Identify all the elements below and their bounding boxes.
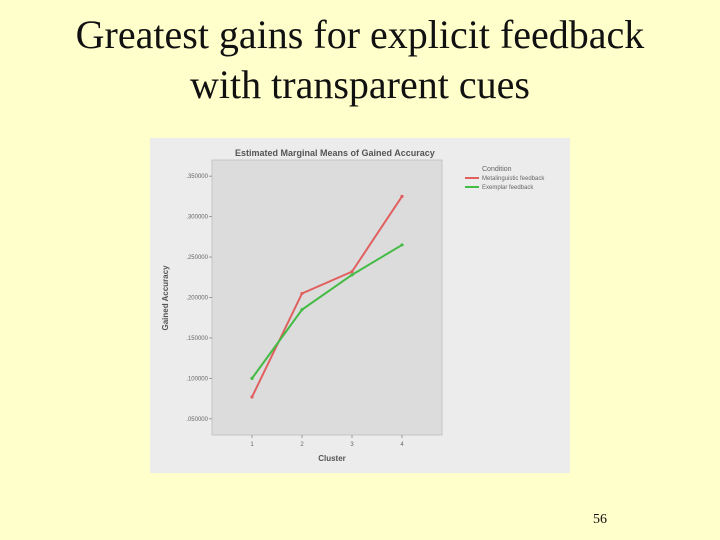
legend-entry: Exemplar feedback — [482, 185, 534, 191]
x-axis: 1 2 3 4 — [250, 435, 404, 448]
legend: Condition Metalinguistic feedback Exempla… — [465, 166, 545, 191]
y-tick-label: .150000 — [186, 336, 208, 342]
data-point — [300, 308, 304, 312]
plot-area — [211, 159, 443, 436]
x-tick-label: 1 — [250, 442, 254, 448]
data-point — [250, 376, 254, 380]
x-tick-label: 3 — [350, 442, 354, 448]
y-tick-label: .200000 — [186, 296, 208, 302]
data-point — [350, 270, 354, 274]
slide-title-line-1: Greatest gains for explicit feedback — [75, 12, 645, 57]
chart-title: Estimated Marginal Means of Gained Accur… — [235, 148, 435, 158]
x-axis-label: Cluster — [318, 454, 346, 463]
chart-figure: Estimated Marginal Means of Gained Accur… — [150, 138, 570, 473]
legend-title: Condition — [482, 166, 512, 173]
y-tick-label: .050000 — [186, 417, 208, 423]
y-tick-label: .250000 — [186, 255, 208, 261]
y-tick-label: .300000 — [186, 215, 208, 221]
series-line-2 — [251, 244, 403, 379]
slide-title-line-2: with transparent cues — [190, 62, 530, 107]
page-number: 56 — [593, 512, 607, 527]
y-tick-label: .100000 — [186, 376, 208, 382]
legend-entry: Metalinguistic feedback — [482, 176, 545, 182]
slide-title: Greatest gains for explicit feedback wit… — [0, 10, 720, 110]
data-point — [250, 395, 254, 399]
data-point — [300, 291, 304, 296]
y-tick-label: .350000 — [186, 174, 208, 180]
y-axis: .050000 .100000 .150000 .200000 .250000 .3000… — [186, 174, 212, 423]
data-point — [400, 243, 404, 247]
chart-svg: Estimated Marginal Means of Gained Accur… — [150, 138, 570, 473]
x-tick-label: 2 — [300, 442, 304, 448]
series-lines — [250, 194, 404, 399]
data-point — [350, 273, 354, 277]
x-tick-label: 4 — [400, 442, 404, 448]
data-point — [400, 194, 404, 198]
y-axis-label: Gained Accuracy — [161, 265, 170, 331]
